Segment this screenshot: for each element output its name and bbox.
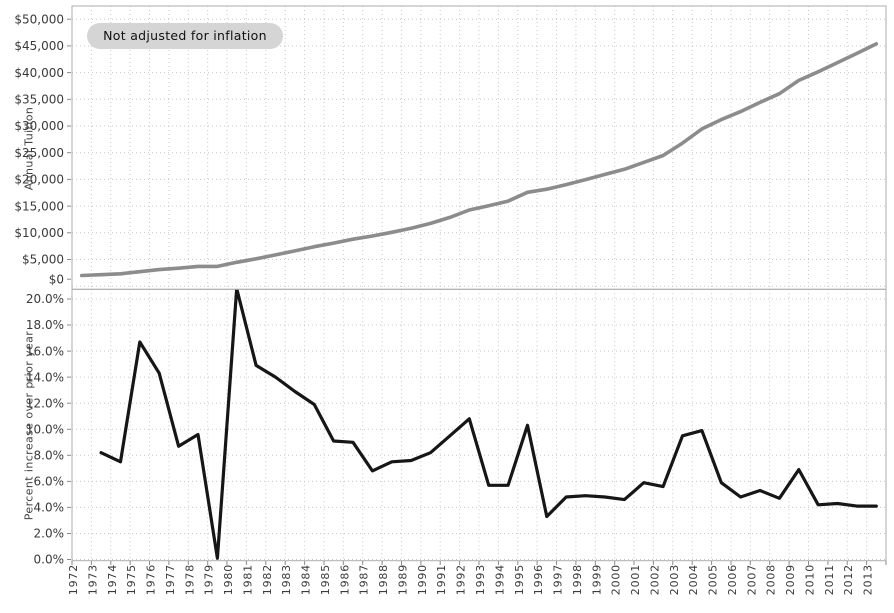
x-tick-label: 2008 bbox=[765, 564, 778, 595]
percent-increase-line[interactable] bbox=[99, 289, 878, 560]
x-tick-label: 1982 bbox=[261, 564, 274, 595]
x-tick-label: 2000 bbox=[610, 564, 623, 595]
y-tick-label: 14.0% bbox=[26, 370, 64, 384]
y-tick-label: $25,000 bbox=[14, 146, 64, 160]
x-tick-label: 1994 bbox=[493, 564, 506, 595]
bottom-y-tick-labels: 0.0% 2.0% 4.0% 6.0% 8.0% 10.0% 12.0% 14.0% 16.0%… bbox=[26, 292, 71, 567]
top-panel: $0 $5,000 $10,000 $15,000 $20,000 $25,000 $30,… bbox=[14, 5, 887, 290]
y-tick-label: 16.0% bbox=[26, 344, 64, 358]
y-tick-label: 2.0% bbox=[34, 527, 65, 541]
x-tick-label: 1999 bbox=[590, 564, 603, 595]
top-vertical-gridlines bbox=[71, 6, 868, 290]
top-y-tick-labels: $0 $5,000 $10,000 $15,000 $20,000 $25,000 $30,… bbox=[14, 12, 71, 286]
x-tick-label: 2002 bbox=[648, 564, 661, 595]
x-tick-label: 2005 bbox=[707, 564, 720, 595]
x-tick-label: 1998 bbox=[571, 564, 584, 595]
x-tick-label: 1993 bbox=[474, 564, 487, 595]
x-tick-label: 2007 bbox=[745, 564, 758, 595]
x-tick-label: 1986 bbox=[338, 564, 351, 595]
x-axis: 1972 1973 1974 1975 1976 1977 1978 1979 1980 1981… bbox=[67, 561, 887, 595]
y-tick-label: 0.0% bbox=[34, 553, 65, 567]
x-tick-label: 2010 bbox=[804, 564, 817, 595]
x-tick-label: 1980 bbox=[222, 564, 235, 595]
x-tick-label: 2004 bbox=[687, 564, 700, 595]
x-tick-label: 1977 bbox=[164, 564, 177, 595]
y-tick-label: $0 bbox=[49, 272, 64, 286]
x-tick-label: 1972 bbox=[67, 564, 80, 595]
y-tick-label: 10.0% bbox=[26, 422, 64, 436]
x-tick-label: 1973 bbox=[86, 564, 99, 595]
x-tick-label: 1978 bbox=[183, 564, 196, 595]
x-tick-label: 2001 bbox=[629, 564, 642, 595]
x-tick-label: 1992 bbox=[455, 564, 468, 595]
tuition-line[interactable] bbox=[79, 42, 879, 278]
x-tick-label: 2011 bbox=[823, 564, 836, 595]
x-tick-label: 1981 bbox=[241, 564, 254, 595]
y-tick-label: $35,000 bbox=[14, 93, 64, 107]
x-tick-label: 1991 bbox=[435, 564, 448, 595]
x-tick-label: 1997 bbox=[552, 564, 565, 595]
x-tick-label: 2012 bbox=[842, 564, 855, 595]
y-tick-label: $50,000 bbox=[14, 12, 64, 26]
y-tick-label: $5,000 bbox=[22, 253, 64, 267]
x-tick-label: 1985 bbox=[319, 564, 332, 595]
x-tick-label: 2003 bbox=[668, 564, 681, 595]
annotation-pill: Not adjusted for inflation bbox=[87, 23, 283, 49]
y-tick-label: 12.0% bbox=[26, 396, 64, 410]
x-tick-label: 1988 bbox=[377, 564, 390, 595]
x-tick-label: 1976 bbox=[145, 564, 158, 595]
bottom-vertical-gridlines bbox=[71, 289, 868, 561]
x-tick-label: 1989 bbox=[397, 564, 410, 595]
y-tick-label: 18.0% bbox=[26, 318, 64, 332]
top-y-axis-title: Annual Tuition bbox=[22, 106, 36, 191]
y-tick-label: $45,000 bbox=[14, 39, 64, 53]
y-tick-label: 20.0% bbox=[26, 292, 64, 306]
y-tick-label: 4.0% bbox=[34, 501, 65, 515]
x-tick-label: 1987 bbox=[358, 564, 371, 595]
y-tick-label: $30,000 bbox=[14, 119, 64, 133]
x-tick-label: 1974 bbox=[106, 564, 119, 595]
x-tick-label: 1984 bbox=[300, 564, 313, 595]
y-tick-label: 6.0% bbox=[34, 475, 65, 489]
bottom-panel: 0.0% 2.0% 4.0% 6.0% 8.0% 10.0% 12.0% 14.0% 16.0%… bbox=[26, 288, 887, 567]
x-tick-label: 2009 bbox=[784, 564, 797, 595]
x-tick-label: 1995 bbox=[513, 564, 526, 595]
x-tick-label: 2006 bbox=[726, 564, 739, 595]
y-tick-label: $15,000 bbox=[14, 199, 64, 213]
y-tick-label: $40,000 bbox=[14, 66, 64, 80]
x-tick-label: 1979 bbox=[203, 564, 216, 595]
y-tick-label: 8.0% bbox=[34, 449, 65, 463]
y-tick-label: $10,000 bbox=[14, 226, 64, 240]
bottom-y-axis-title: Percent increase over prior year bbox=[22, 330, 36, 521]
x-tick-label: 2013 bbox=[862, 564, 875, 595]
x-tick-label: 1990 bbox=[416, 564, 429, 595]
x-tick-label: 1983 bbox=[280, 564, 293, 595]
x-tick-label: 1996 bbox=[532, 564, 545, 595]
x-tick-label: 1975 bbox=[125, 564, 138, 595]
bottom-panel-border bbox=[71, 288, 887, 562]
y-tick-label: $20,000 bbox=[14, 173, 64, 187]
